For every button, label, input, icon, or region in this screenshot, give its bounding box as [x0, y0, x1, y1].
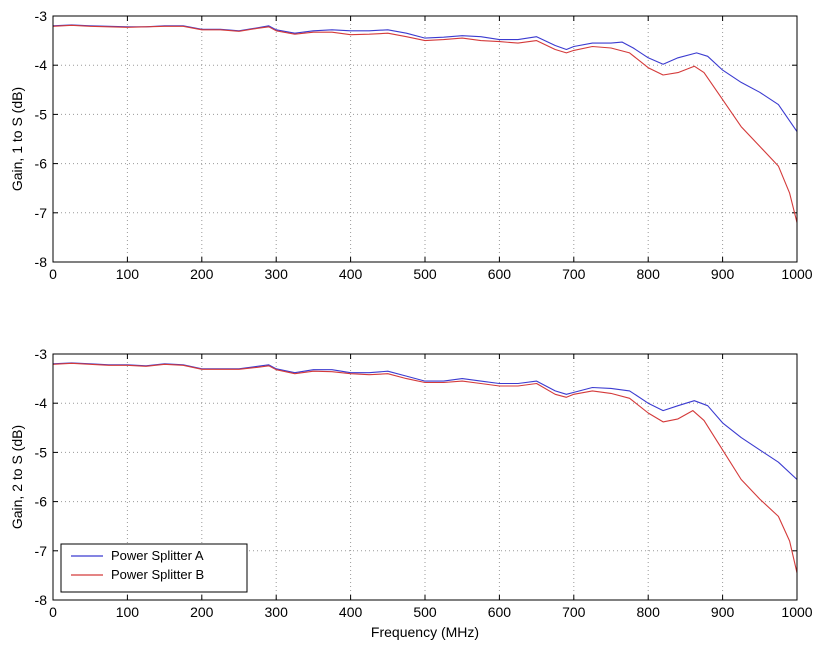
y-tick-label: -6: [35, 156, 48, 172]
x-tick-label: 200: [190, 266, 214, 282]
chart-panel-1: 0 100 200 300 400 500 600 700 800 900 1000 -3 -4 -5 -6…: [9, 8, 813, 282]
y-tick-label: -5: [35, 444, 48, 460]
x-tick-label: 0: [49, 604, 57, 620]
x-tick-label: 1000: [781, 266, 812, 282]
x-tick-label: 300: [265, 266, 289, 282]
chart-panel-2: 0 100 200 300 400 500 600 700 800 900 1000 -3 -4 -5 -6…: [9, 346, 813, 640]
plot-area: [52, 15, 798, 263]
y-tick-label: -7: [35, 543, 48, 559]
y-axis-label: Gain, 2 to S (dB): [9, 425, 25, 529]
x-tick-label: 300: [265, 604, 289, 620]
series-line-power-splitter-b: [52, 362, 798, 574]
x-tick-label: 900: [711, 266, 735, 282]
y-tick-label: -4: [35, 395, 48, 411]
y-axis-label: Gain, 1 to S (dB): [9, 87, 25, 191]
y-tick-label: -8: [35, 592, 48, 608]
x-tick-label: 900: [711, 604, 735, 620]
legend-label: Power Splitter A: [111, 548, 204, 563]
x-tick-label: 400: [339, 604, 363, 620]
legend-label: Power Splitter B: [111, 567, 204, 582]
plot-border: [52, 353, 798, 601]
x-tick-label: 0: [49, 266, 57, 282]
x-tick-label: 800: [637, 604, 661, 620]
x-tick-label: 600: [488, 604, 512, 620]
x-tick-label: 700: [562, 604, 586, 620]
x-tick-label: 1000: [781, 604, 812, 620]
y-tick-label: -3: [35, 346, 48, 362]
x-axis-label: Frequency (MHz): [371, 624, 479, 640]
x-tick-label: 100: [116, 604, 140, 620]
y-tick-label: -3: [35, 8, 48, 24]
x-tick-label: 200: [190, 604, 214, 620]
x-tick-label: 400: [339, 266, 363, 282]
plot-border: [52, 15, 798, 263]
legend-box: [60, 543, 248, 593]
y-tick-label: -6: [35, 494, 48, 510]
x-tick-label: 600: [488, 266, 512, 282]
x-tick-label: 100: [116, 266, 140, 282]
y-tick-label: -5: [35, 106, 48, 122]
x-tick-label: 700: [562, 266, 586, 282]
x-tick-label: 500: [413, 266, 437, 282]
legend: Power Splitter A Power Splitter B: [60, 543, 248, 593]
y-tick-label: -7: [35, 205, 48, 221]
x-tick-label: 500: [413, 604, 437, 620]
y-tick-label: -8: [35, 254, 48, 270]
series-line-power-splitter-b: [52, 24, 798, 223]
x-tick-label: 800: [637, 266, 661, 282]
y-tick-label: -4: [35, 57, 48, 73]
